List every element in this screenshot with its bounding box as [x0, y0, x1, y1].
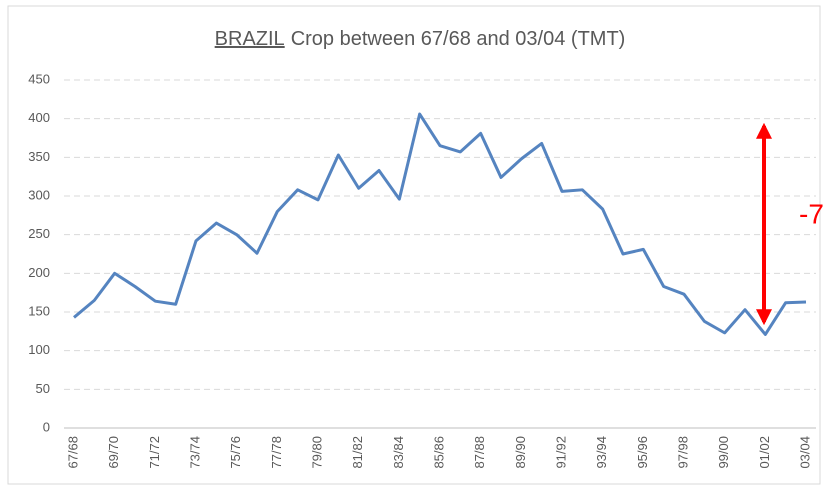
x-tick-label: 81/82 [350, 436, 365, 469]
y-tick-label: 150 [28, 303, 50, 318]
y-tick-label: 250 [28, 226, 50, 241]
x-tick-label: 67/68 [65, 436, 80, 469]
y-tick-label: 200 [28, 265, 50, 280]
title-text: Crop between 67/68 and 03/04 (TMT) [291, 28, 626, 50]
x-tick-label: 89/90 [513, 436, 528, 469]
y-tick-label: 300 [28, 187, 50, 202]
x-tick-label: 99/00 [716, 436, 731, 469]
data-line [73, 112, 807, 336]
y-tick-label: 100 [28, 342, 50, 357]
x-tick-label: 75/76 [228, 436, 243, 469]
y-tick-label: 0 [43, 419, 50, 434]
x-tick-label: 85/86 [431, 436, 446, 469]
x-tick-label: 71/72 [147, 436, 162, 469]
chart-title: BRAZIL Crop between 67/68 and 03/04 (TMT) [215, 28, 626, 50]
y-tick-label: 350 [28, 149, 50, 164]
x-tick-label: 95/96 [635, 436, 650, 469]
x-tick-label: 77/78 [269, 436, 284, 469]
x-tick-label: 97/98 [675, 436, 690, 469]
y-tick-label: 450 [28, 71, 50, 86]
annotation: -7 [799, 198, 824, 229]
x-tick-label: 93/94 [594, 436, 609, 469]
x-tick-label: 91/92 [553, 436, 568, 469]
x-tick-label: 03/04 [797, 436, 812, 469]
y-tick-label: 50 [36, 381, 50, 396]
y-tick-label: 400 [28, 110, 50, 125]
x-tick-label: 79/80 [309, 436, 324, 469]
x-tick-label: 73/74 [187, 436, 202, 469]
x-tick-label: 83/84 [391, 436, 406, 469]
x-tick-label: 87/88 [472, 436, 487, 469]
x-tick-label: 01/02 [757, 436, 772, 469]
chart-frame [7, 5, 821, 485]
x-tick-label: 69/70 [106, 436, 121, 469]
title-emphasis: BRAZIL [215, 28, 285, 50]
